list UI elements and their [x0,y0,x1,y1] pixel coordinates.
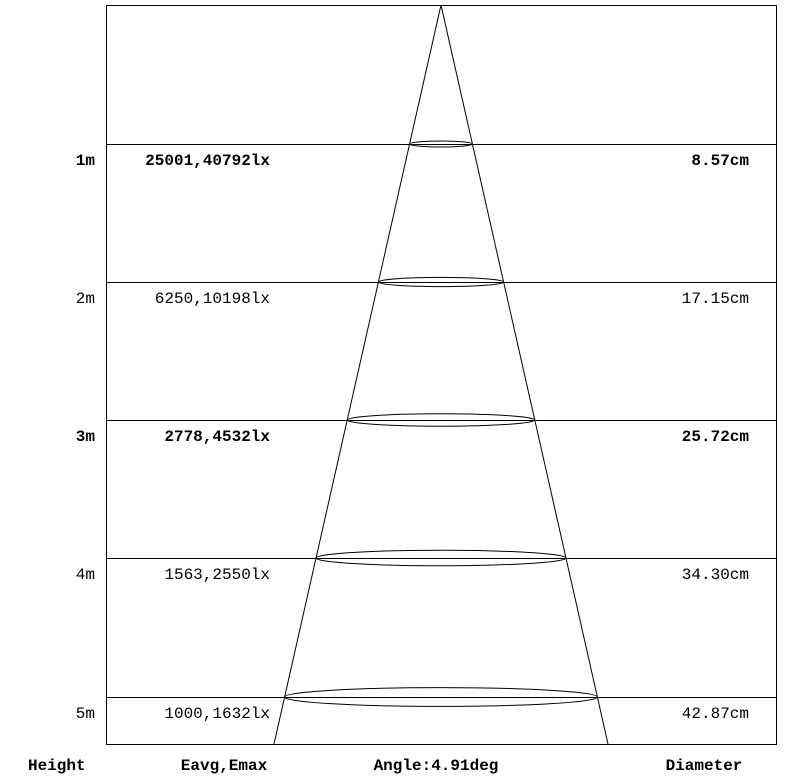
row-height-label: 5m [76,705,95,723]
row-diameter-value: 8.57cm [691,152,749,170]
row-illuminance-value: 6250,10198lx [155,290,270,308]
footer-angle-label: Angle:4.91deg [374,757,499,775]
diagram-frame [106,5,777,745]
row-diameter-value: 25.72cm [682,428,750,446]
row-illuminance-value: 2778,4532lx [164,428,270,446]
row-height-label: 4m [76,566,95,584]
row-height-label: 3m [76,428,96,446]
row-height-label: 1m [76,152,96,170]
row-diameter-value: 42.87cm [682,705,749,723]
row-diameter-value: 17.15cm [682,290,749,308]
footer-diameter-label: Diameter [666,757,743,775]
footer-height-label: Height [28,757,86,775]
beam-edge-right [440,4,609,745]
footer-illuminance-label: Eavg,Emax [181,757,268,775]
beam-edge-left [273,4,442,745]
row-illuminance-value: 1000,1632lx [164,705,270,723]
row-illuminance-value: 25001,40792lx [145,152,270,170]
row-height-label: 2m [76,290,95,308]
row-illuminance-value: 1563,2550lx [164,566,270,584]
row-diameter-value: 34.30cm [682,566,749,584]
